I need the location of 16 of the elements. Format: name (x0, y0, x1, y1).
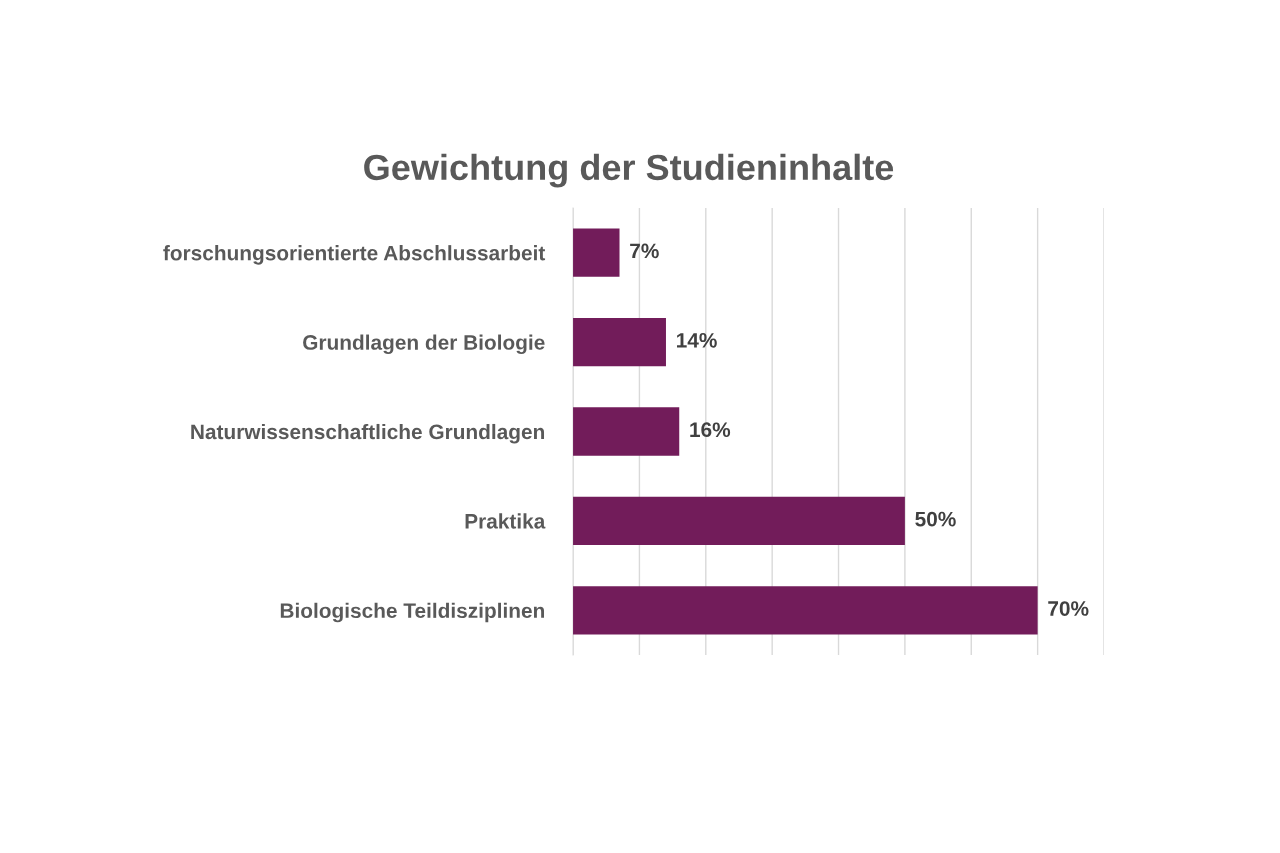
data-label: 7% (630, 243, 659, 259)
data-label: 70% (1048, 601, 1089, 616)
data-label: 16% (690, 422, 731, 438)
bar (573, 496, 905, 546)
y-tick-label: Naturwissenschaftliche Grundlagen (191, 423, 545, 444)
chart-title: Gewichtung der Studieninhalte (364, 153, 894, 188)
bar (573, 317, 666, 367)
data-label: 14% (677, 332, 717, 348)
y-tick-label: forschungsorientierte Abschlussarbeit (163, 245, 546, 265)
bar (573, 228, 620, 277)
bar (573, 586, 1038, 635)
y-tick-label: Biologische Teildisziplinen (280, 602, 545, 623)
data-label: 50% (915, 511, 956, 527)
bar (573, 407, 680, 456)
y-tick-label: Praktika (465, 513, 546, 529)
y-tick-label: Grundlagen der Biologie (303, 334, 545, 355)
